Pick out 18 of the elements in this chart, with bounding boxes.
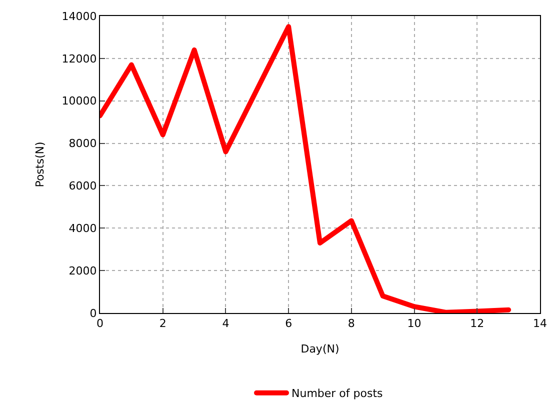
x-tick-label: 12 [470, 317, 484, 330]
y-tick-label: 0 [90, 306, 97, 320]
y-tick-label: 8000 [68, 137, 97, 150]
x-tick-label: 14 [533, 317, 547, 330]
y-tick-label: 14000 [62, 10, 97, 23]
legend-label: Number of posts [292, 387, 384, 400]
x-axis-title: Day(N) [300, 342, 340, 356]
x-tick-label: 8 [348, 317, 355, 330]
y-tick-label: 12000 [62, 52, 97, 66]
x-tick-label: 6 [285, 317, 292, 330]
x-tick-label: 2 [159, 317, 166, 330]
x-tick-label: 10 [407, 317, 422, 330]
y-tick-label: 4000 [68, 222, 97, 235]
y-tick-label: 6000 [68, 180, 97, 193]
x-tick-label: 4 [222, 317, 230, 330]
y-axis-title: Posts(N) [33, 142, 46, 188]
y-tick-label: 10000 [62, 94, 97, 108]
y-tick-label: 2000 [68, 264, 97, 278]
